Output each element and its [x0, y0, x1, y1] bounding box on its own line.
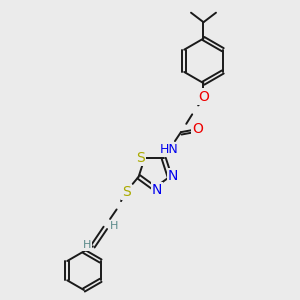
Text: H: H — [83, 240, 91, 250]
Text: S: S — [136, 151, 146, 165]
Text: O: O — [192, 122, 203, 136]
Text: N: N — [152, 183, 162, 197]
Text: HN: HN — [160, 143, 179, 156]
Text: O: O — [198, 89, 209, 103]
Text: S: S — [122, 185, 130, 199]
Text: H: H — [110, 221, 118, 231]
Text: N: N — [168, 169, 178, 183]
